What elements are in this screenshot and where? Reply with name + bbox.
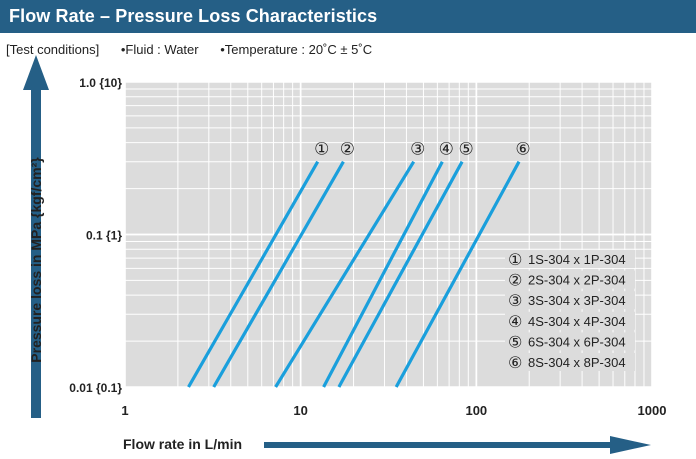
legend-marker: ④ bbox=[508, 312, 522, 331]
x-axis-arrow bbox=[264, 436, 651, 454]
y-tick-label: 0.01 {0.1} bbox=[69, 381, 122, 395]
series-line-5 bbox=[337, 160, 464, 388]
series-marker-1: ① bbox=[314, 140, 329, 160]
legend-bg bbox=[505, 353, 635, 371]
series-line-1 bbox=[187, 160, 320, 388]
legend-bg bbox=[505, 332, 635, 351]
condition-fluid: •Fluid : Water bbox=[120, 42, 199, 57]
series-line-3 bbox=[274, 160, 416, 388]
test-conditions: [Test conditions] •Fluid : Water •Temper… bbox=[6, 42, 372, 58]
series-line-2 bbox=[212, 160, 345, 388]
condition-temperature: •Temperature : 20˚C ± 5˚C bbox=[220, 42, 373, 57]
series-marker-2: ② bbox=[340, 140, 355, 160]
x-tick-label: 100 bbox=[465, 403, 487, 418]
y-axis-label: Pressure loss in MPa {kgf/cm²} bbox=[28, 157, 44, 363]
legend-marker: ① bbox=[508, 250, 522, 269]
series-marker-5: ⑤ bbox=[458, 140, 473, 160]
page-title: Flow Rate – Pressure Loss Characteristic… bbox=[9, 6, 378, 26]
header-bar: Flow Rate – Pressure Loss Characteristic… bbox=[0, 0, 696, 33]
legend-bg bbox=[505, 291, 635, 310]
x-axis-label: Flow rate in L/min bbox=[123, 436, 243, 452]
legend-marker: ② bbox=[508, 271, 522, 290]
series-marker-6: ⑥ bbox=[515, 140, 530, 160]
legend-marker: ⑥ bbox=[508, 353, 522, 372]
axis-arrows bbox=[23, 55, 651, 454]
series-lines bbox=[187, 160, 521, 388]
legend: ① 1S-304 x 1P-304 ② 2S-304 x 2P-304 ③ 3S-304 … bbox=[505, 250, 635, 372]
legend-marker: ③ bbox=[508, 291, 522, 310]
legend-marker: ⑤ bbox=[508, 332, 522, 351]
x-tick-label: 1000 bbox=[638, 403, 667, 418]
legend-bg bbox=[505, 311, 635, 330]
test-conditions-label: [Test conditions] bbox=[6, 42, 100, 57]
legend-entry: 6S-304 x 6P-304 bbox=[528, 334, 626, 349]
legend-entry: 3S-304 x 3P-304 bbox=[528, 293, 626, 308]
x-tick-label: 1 bbox=[121, 403, 128, 418]
x-tick-label: 10 bbox=[293, 403, 307, 418]
legend-entry: 1S-304 x 1P-304 bbox=[528, 252, 626, 267]
series-line-4 bbox=[322, 160, 444, 388]
series-marker-3: ③ bbox=[410, 140, 425, 160]
legend-entry: 2S-304 x 2P-304 bbox=[528, 273, 626, 288]
legend-entry: 4S-304 x 4P-304 bbox=[528, 314, 626, 329]
legend-entry: 8S-304 x 8P-304 bbox=[528, 355, 626, 370]
y-axis-arrow bbox=[23, 55, 49, 418]
series-line-6 bbox=[394, 160, 521, 388]
y-tick-label: 1.0 {10} bbox=[79, 76, 122, 90]
series-marker-4: ④ bbox=[439, 140, 454, 160]
y-tick-label: 0.1 {1} bbox=[86, 229, 122, 243]
legend-bg bbox=[505, 250, 635, 268]
tick-labels: 1 10 100 1000 1.0 {10} 0.1 {1} 0.01 {0.1} bbox=[69, 76, 666, 418]
legend-bg bbox=[505, 270, 635, 289]
